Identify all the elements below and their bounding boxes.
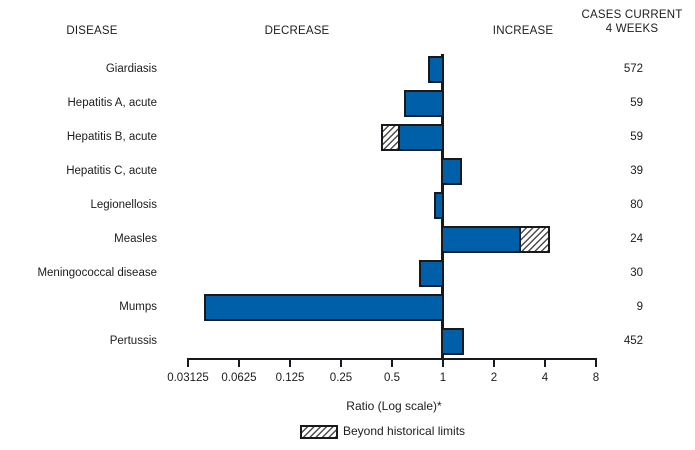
- ratio-bar: [441, 328, 464, 355]
- x-axis-tick-label: 2: [490, 372, 498, 384]
- cases-current-4-weeks-value: 59: [630, 131, 643, 143]
- cases-current-4-weeks-value: 30: [630, 267, 643, 279]
- x-axis-tick: [340, 360, 342, 367]
- x-axis-tick-label: 0.0625: [221, 372, 257, 384]
- ratio-bar: [441, 158, 462, 185]
- disease-label: Mumps: [119, 301, 157, 313]
- cases-current-4-weeks-value: 572: [623, 63, 643, 75]
- x-axis-tick: [238, 360, 240, 367]
- x-axis-tick: [187, 360, 189, 367]
- x-axis-tick: [595, 360, 597, 367]
- legend-hatch-swatch: [300, 425, 338, 439]
- x-axis-tick-label: 0.25: [329, 372, 353, 384]
- x-axis-tick: [391, 360, 393, 367]
- x-axis-tick-label: 0.03125: [167, 372, 209, 384]
- column-header-increase: INCREASE: [492, 25, 554, 37]
- cases-current-4-weeks-value: 452: [623, 335, 643, 347]
- disease-label: Meningococcal disease: [37, 267, 157, 279]
- x-axis-tick-label: 0.5: [384, 372, 400, 384]
- ratio-bar: [418, 260, 444, 287]
- beyond-historical-limit-segment: [380, 124, 400, 151]
- x-axis-tick: [544, 360, 546, 367]
- disease-label: Hepatitis A, acute: [67, 97, 158, 109]
- x-axis-tick: [289, 360, 291, 367]
- column-header-cases-line2: 4 WEEKS: [605, 23, 659, 35]
- x-axis-line: [187, 358, 597, 360]
- x-axis-tick: [442, 360, 444, 367]
- disease-label: Pertussis: [109, 335, 157, 347]
- x-axis-tick-label: 0.125: [275, 372, 305, 384]
- disease-label: Giardiasis: [105, 63, 157, 75]
- ratio-bar: [428, 56, 444, 83]
- disease-label: Legionellosis: [90, 199, 158, 211]
- column-header-cases-line1: CASES CURRENT: [581, 9, 683, 21]
- cases-current-4-weeks-value: 59: [630, 97, 643, 109]
- ratio-bar: [434, 192, 444, 219]
- column-header-disease: DISEASE: [66, 25, 118, 37]
- cases-current-4-weeks-value: 39: [630, 165, 643, 177]
- cases-current-4-weeks-value: 24: [630, 233, 643, 245]
- column-header-cases: CASES CURRENT 4 WEEKS: [571, 8, 693, 36]
- column-header-decrease: DECREASE: [264, 25, 330, 37]
- ratio-bar: [204, 294, 444, 321]
- x-axis-tick-label: 1: [439, 372, 447, 384]
- cases-current-4-weeks-value: 9: [636, 301, 643, 313]
- x-axis-tick-label: 8: [592, 372, 600, 384]
- legend-label: Beyond historical limits: [343, 424, 466, 438]
- disease-label: Hepatitis C, acute: [66, 165, 157, 177]
- beyond-historical-limit-segment: [519, 226, 551, 253]
- disease-label: Measles: [114, 233, 157, 245]
- disease-label: Hepatitis B, acute: [66, 131, 157, 143]
- x-axis-tick: [493, 360, 495, 367]
- ratio-bar: [404, 90, 444, 117]
- x-axis-title: Ratio (Log scale)*: [346, 399, 442, 413]
- x-axis-tick-label: 4: [541, 372, 549, 384]
- cases-current-4-weeks-value: 80: [630, 199, 643, 211]
